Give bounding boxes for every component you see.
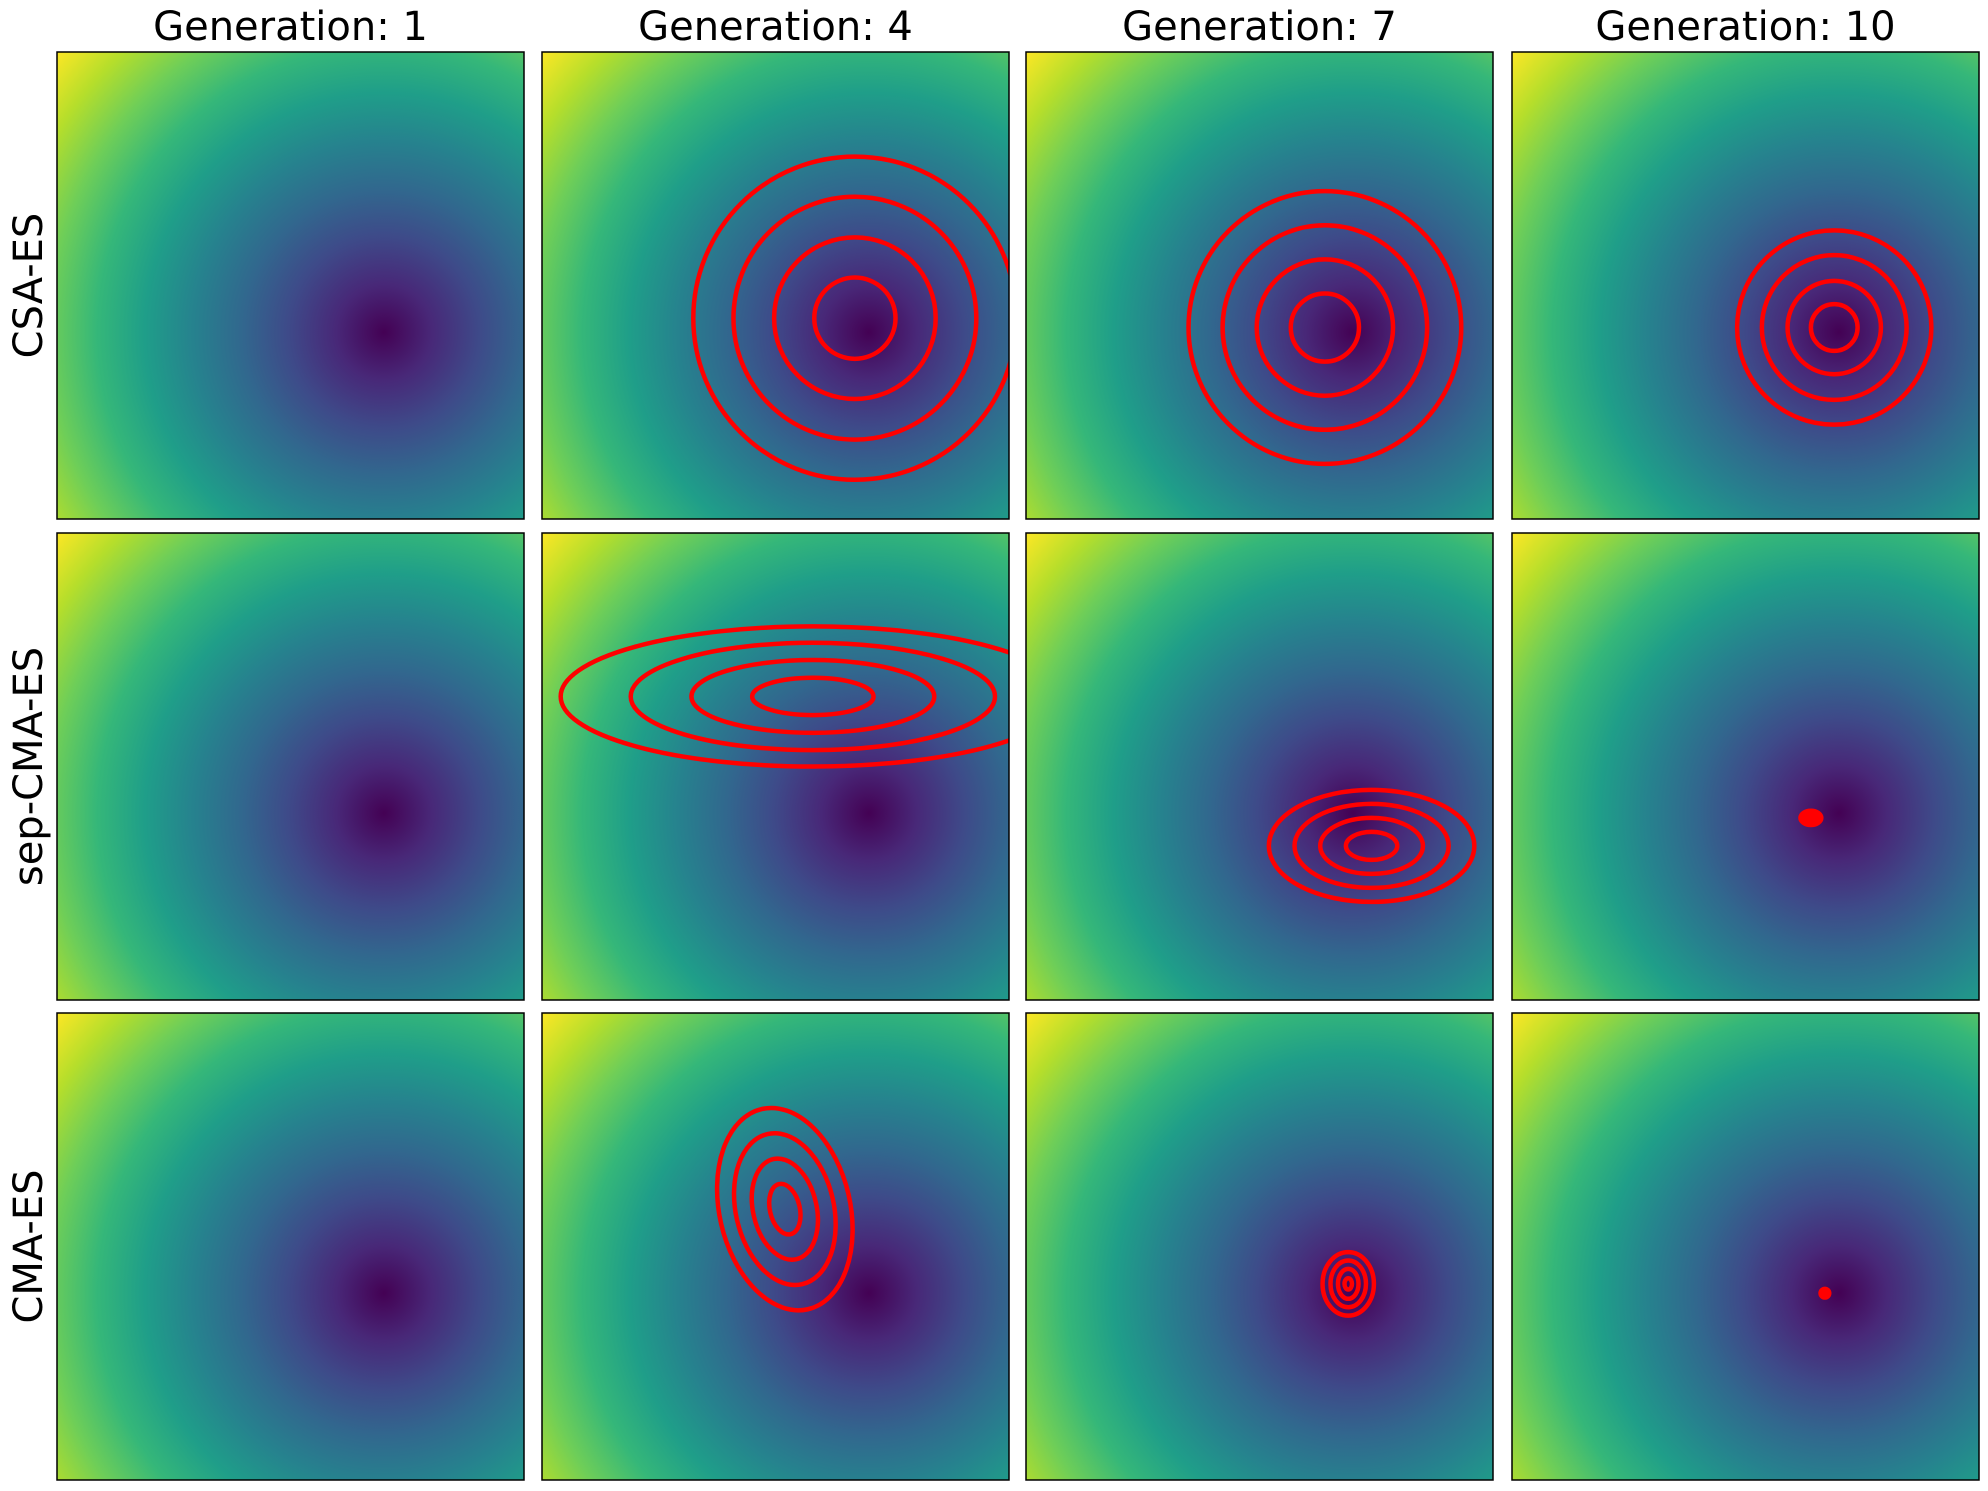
distribution-contour (1317, 815, 1426, 877)
contour-panel (541, 51, 1010, 520)
contour-panel (1511, 1012, 1980, 1481)
contour-panel (56, 51, 525, 520)
distribution-contour (766, 1181, 803, 1237)
contour-panel (1025, 1012, 1494, 1481)
row-label: CSA-ES (6, 213, 52, 359)
contour-panel (1511, 532, 1980, 1001)
distribution-contour (731, 194, 979, 442)
axes-frame (1025, 532, 1494, 1001)
objective-heatmap (57, 533, 524, 1000)
distribution-contour (1328, 1258, 1369, 1310)
distribution-contour (771, 235, 938, 402)
axes-frame (541, 532, 1010, 1001)
objective-heatmap (1026, 533, 1493, 1000)
axes-frame (1511, 532, 1980, 1001)
axes-frame (1025, 1012, 1494, 1481)
row-label: CMA-ES (6, 1169, 52, 1323)
axes-frame (56, 1012, 525, 1481)
axes-frame (56, 532, 525, 1001)
distribution-contour (731, 1131, 838, 1288)
objective-heatmap (57, 52, 524, 519)
objective-heatmap (1512, 533, 1979, 1000)
distribution-contour (1335, 1266, 1361, 1302)
contour-panel (541, 1012, 1010, 1481)
distribution-contour (1818, 1286, 1832, 1300)
objective-heatmap (1512, 1013, 1979, 1480)
distribution-contour (1266, 787, 1477, 905)
distribution-contour (1798, 808, 1824, 828)
contour-panel (541, 532, 1010, 1001)
distribution-contour (1734, 228, 1934, 427)
distribution-contour (1254, 257, 1396, 398)
distribution-contour (1759, 252, 1909, 403)
objective-heatmap (542, 52, 1009, 519)
distribution-contour (1186, 188, 1464, 467)
distribution-contour (812, 275, 898, 362)
distribution-contour (1288, 291, 1362, 364)
distribution-contour (689, 657, 937, 736)
column-title: Generation: 4 (638, 4, 913, 50)
distribution-contour (1292, 801, 1451, 891)
distribution-contour (1785, 278, 1884, 377)
axes-frame (1511, 51, 1980, 520)
contour-panel (56, 532, 525, 1001)
distribution-contour (1342, 1276, 1355, 1292)
distribution-contour (1808, 301, 1860, 354)
distribution-contour (628, 640, 998, 753)
column-title: Generation: 7 (1122, 4, 1397, 50)
axes-frame (541, 51, 1010, 520)
distribution-contour (714, 1105, 855, 1313)
distribution-contour (558, 624, 1009, 769)
distribution-contour (691, 154, 1009, 482)
distribution-contour (1320, 1249, 1377, 1318)
axes-frame (541, 1012, 1010, 1481)
axes-frame (1511, 1012, 1980, 1481)
contour-panel (1025, 532, 1494, 1001)
axes-frame (1025, 51, 1494, 520)
axes-frame (56, 51, 525, 520)
column-title: Generation: 1 (153, 4, 428, 50)
objective-heatmap (1026, 52, 1493, 519)
distribution-contour (749, 1156, 821, 1262)
objective-heatmap (1026, 1013, 1493, 1480)
distribution-contour (749, 675, 876, 718)
objective-heatmap (542, 1013, 1009, 1480)
distribution-contour (1343, 829, 1400, 863)
contour-panel (56, 1012, 525, 1481)
contour-panel (1511, 51, 1980, 520)
distribution-contour (1220, 223, 1430, 433)
row-label: sep-CMA-ES (6, 647, 52, 886)
objective-heatmap (57, 1013, 524, 1480)
column-title: Generation: 10 (1595, 4, 1895, 50)
contour-panel (1025, 51, 1494, 520)
